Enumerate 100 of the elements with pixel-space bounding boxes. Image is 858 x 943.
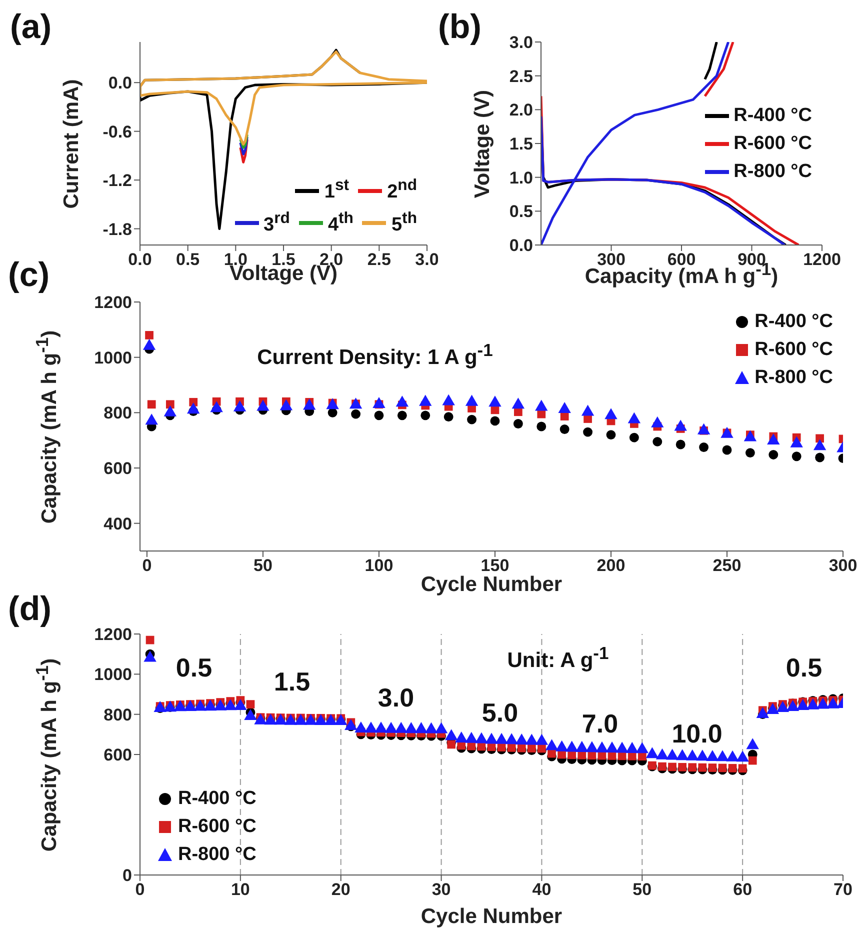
point	[816, 434, 824, 443]
legend-label: R-600 °C	[178, 816, 256, 838]
legend-label: 3$^{rd}$	[264, 210, 290, 236]
x-tick-label: 2.5	[367, 250, 391, 270]
x-tick-label: 150	[480, 556, 510, 576]
point	[606, 430, 616, 440]
y-tick-label: 0.0	[509, 236, 533, 256]
x-tick-label: 1200	[803, 250, 841, 270]
point	[444, 412, 454, 422]
point	[374, 410, 384, 420]
annotation: 0.5	[786, 652, 822, 684]
y-tick-label: 1200	[94, 293, 132, 312]
y-tick-label: 2.0	[509, 100, 533, 120]
point	[351, 409, 360, 419]
y-tick-label: 0	[122, 866, 132, 886]
y-axis-title: Current (mA)	[60, 78, 84, 208]
point	[583, 427, 593, 437]
legend-label: R-400 °C	[734, 104, 812, 126]
chart-title: (b)	[438, 8, 482, 47]
x-tick-label: 0.0	[128, 250, 152, 270]
y-tick-label: 1200	[94, 625, 132, 644]
point	[328, 408, 338, 418]
x-tick-label: 3.0	[415, 250, 439, 270]
chart-title: (c)	[8, 256, 50, 295]
point	[629, 432, 639, 442]
chart-title: (d)	[8, 590, 52, 629]
y-tick-label: 1000	[94, 348, 132, 368]
point	[560, 424, 570, 434]
annotation: 10.0	[672, 718, 722, 750]
point	[420, 410, 430, 420]
y-tick-label: 400	[104, 514, 132, 534]
point	[815, 452, 825, 462]
legend-label: 5$^{th}$	[391, 210, 417, 236]
legend-label: R-400 °C	[178, 788, 256, 810]
annotation: 0.5	[176, 652, 212, 684]
x-tick-label: 50	[254, 556, 272, 576]
y-tick-label: 2.5	[509, 66, 533, 86]
legend-label: R-800 °C	[754, 367, 833, 389]
x-tick-label: 250	[712, 556, 742, 576]
x-tick-label: 60	[733, 880, 752, 900]
x-tick-label: 100	[364, 556, 394, 576]
y-tick-label: 1.0	[509, 168, 533, 188]
x-tick-label: 300	[828, 556, 858, 576]
y-tick-label: 600	[104, 459, 132, 478]
x-tick-label: 0	[135, 880, 145, 900]
y-tick-label: 3.0	[509, 33, 533, 52]
point	[745, 448, 755, 458]
y-tick-label: -1.2	[102, 171, 132, 190]
chart-title: (a)	[10, 8, 52, 47]
x-tick-label: 0	[142, 556, 152, 576]
point	[792, 452, 802, 462]
point	[536, 422, 546, 432]
x-tick-label: 50	[632, 880, 652, 900]
y-tick-label: 800	[104, 404, 132, 423]
y-tick-label: 800	[104, 705, 132, 724]
annotation: 3.0	[378, 682, 414, 714]
x-tick-label: 20	[331, 880, 350, 900]
legend-label: R-400 °C	[754, 311, 833, 333]
point	[397, 410, 407, 420]
point	[467, 414, 476, 424]
x-tick-label: 30	[432, 880, 451, 900]
legend-label: R-800 °C	[734, 160, 812, 182]
annotation: Current Density: 1 A g$^{-1}$	[257, 340, 493, 370]
annotation: 7.0	[582, 708, 618, 740]
annotation: 5.0	[482, 698, 518, 728]
point	[490, 416, 500, 426]
x-tick-label: 10	[230, 880, 250, 900]
line-series	[140, 50, 427, 146]
legend-label: R-800 °C	[178, 844, 256, 866]
x-tick-label: 200	[596, 556, 626, 576]
x-tick-label: 0.5	[176, 250, 200, 270]
y-tick-label: 0.5	[509, 202, 533, 222]
point	[652, 437, 662, 446]
legend-label: 4$^{th}$	[328, 210, 354, 236]
y-tick-label: 1.5	[509, 134, 533, 154]
x-axis-title: Cycle Number	[420, 905, 562, 929]
y-axis-title: Voltage (V)	[471, 89, 495, 198]
x-axis-title: Cycle Number	[420, 573, 562, 597]
point	[768, 450, 778, 460]
y-tick-label: 1000	[94, 665, 132, 684]
annotation: Unit: A g$^{-1}$	[507, 643, 609, 673]
legend-label: 1$^{st}$	[324, 177, 350, 204]
y-tick-label: 0.0	[108, 74, 132, 93]
x-tick-label: 70	[834, 880, 852, 900]
point	[699, 442, 709, 452]
point	[676, 440, 686, 450]
annotation: 1.5	[274, 666, 310, 698]
legend-label: R-600 °C	[754, 339, 833, 361]
y-tick-label: -0.6	[102, 122, 132, 142]
y-tick-label: -1.8	[102, 220, 132, 239]
point	[145, 331, 154, 340]
point	[166, 400, 174, 409]
legend-label: R-600 °C	[734, 132, 812, 154]
point	[513, 419, 523, 428]
legend-label: 2$^{nd}$	[387, 177, 417, 204]
y-tick-label: 600	[104, 746, 132, 765]
x-tick-label: 40	[532, 880, 552, 900]
point	[147, 400, 156, 409]
point	[722, 445, 732, 455]
x-tick-label: 1.5	[272, 250, 296, 270]
